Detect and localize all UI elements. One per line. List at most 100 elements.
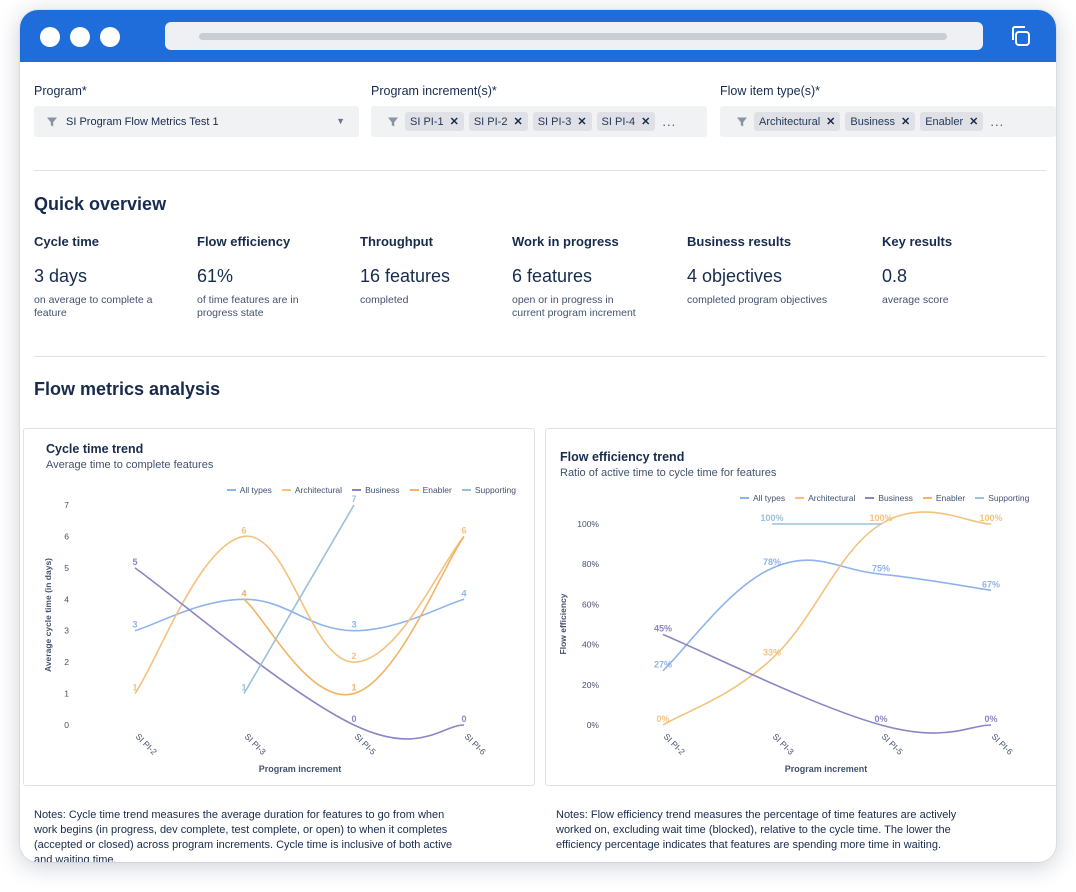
address-placeholder-line [199,33,947,40]
metric-label: Throughput [360,234,433,249]
y-tick-label: 3 [64,626,69,636]
x-tick-label: SI PI-3 [243,731,269,757]
data-label: 0% [874,714,887,724]
address-bar[interactable] [165,22,983,50]
window-minimize-dot[interactable] [70,27,90,47]
x-tick-label: SI PI-2 [662,731,688,757]
chart-title: Cycle time trend [46,442,144,456]
metric-business-results: Business results 4 objectives completed … [687,234,827,307]
metric-label: Work in progress [512,234,619,249]
program-select[interactable]: SI Program Flow Metrics Test 1 ▼ [34,106,359,137]
x-tick-label: SI PI-6 [463,731,489,757]
metric-description: open or in progress in current program in… [512,294,636,319]
metric-value: 0.8 [882,266,908,286]
y-tick-label: 60% [582,599,599,609]
data-label: 4 [241,588,246,598]
metric-label: Cycle time [34,234,100,249]
flow-efficiency-chart: 0% 20% 40% 60% 80% 100% SI PI-2 SI PI-3 SI PI-5 S… [558,511,1015,774]
legend-item-supporting[interactable]: Supporting [975,493,1029,503]
legend-item-business[interactable]: Business [352,485,400,495]
increment-chip[interactable]: SI PI-1 ✕ [405,112,464,131]
legend-item-enabler[interactable]: Enabler [922,493,965,503]
remove-chip-icon[interactable]: ✕ [901,116,911,128]
chart-subtitle: Average time to complete features [46,459,214,471]
divider [34,170,1046,171]
window-close-dot[interactable] [40,27,60,47]
data-label: 1 [351,683,356,693]
y-tick-label: 0% [587,720,600,730]
metric-description: average score [882,294,949,306]
more-chips-indicator[interactable]: ... [990,114,1005,129]
flow-type-chip[interactable]: Enabler ✕ [920,112,984,131]
legend-item-all-types[interactable]: All types [226,485,272,495]
data-label: 1 [241,683,246,693]
data-label: 100% [979,513,1002,523]
chart-subtitle: Ratio of active time to cycle time for f… [560,467,777,479]
y-tick-label: 2 [64,657,69,667]
metric-work-in-progress: Work in progress 6 features open or in p… [512,234,636,320]
series-line [134,535,465,695]
increment-chip[interactable]: SI PI-2 ✕ [468,112,528,131]
increment-select[interactable]: SI PI-1 ✕ SI PI-2 ✕ SI PI-3 ✕ SI PI-4 ✕ ... [371,106,707,137]
increment-filter-label: Program increment(s)* [371,84,497,98]
data-label: 6 [241,525,246,535]
flow-type-chip[interactable]: Architectural ✕ [754,112,841,131]
series-line [243,535,465,696]
y-tick-label: 40% [582,640,599,650]
metric-value: 4 objectives [687,266,783,286]
remove-chip-icon[interactable]: ✕ [641,116,651,128]
metric-description: completed program objectives [687,294,828,306]
legend-item-all-types[interactable]: All types [740,493,785,503]
flow-type-filter-label: Flow item type(s)* [720,84,821,98]
increment-chip[interactable]: SI PI-3 ✕ [532,112,592,131]
program-select-value: SI Program Flow Metrics Test 1 [66,115,219,128]
y-axis-label: Flow efficiency [558,593,568,654]
metric-label: Key results [882,234,953,249]
remove-chip-icon[interactable]: ✕ [513,116,523,128]
y-tick-label: 5 [64,563,69,573]
chart-legend: All types Architectural Business Enabler… [217,485,516,495]
y-tick-label: 6 [64,531,69,541]
legend-item-business[interactable]: Business [865,493,913,503]
data-label: 100% [869,513,892,523]
chip-label: SI PI-3 [537,115,572,128]
increment-chip[interactable]: SI PI-4 ✕ [596,112,656,131]
x-tick-label: SI PI-5 [353,731,379,757]
y-tick-label: 80% [582,559,599,569]
metric-description: on average to complete a feature [34,294,153,319]
metric-value: 6 features [512,266,593,286]
data-label: 75% [872,563,890,573]
chip-label: Enabler [925,115,964,128]
metric-value: 3 days [34,266,88,286]
y-tick-label: 4 [64,594,69,604]
window-maximize-dot[interactable] [100,27,120,47]
title-bar [20,10,1056,62]
legend-item-supporting[interactable]: Supporting [461,485,516,495]
remove-chip-icon[interactable]: ✕ [449,116,459,128]
copy-icon[interactable] [1008,23,1036,51]
remove-chip-icon[interactable]: ✕ [826,116,836,128]
y-tick-label: 1 [64,689,69,699]
flow-type-select[interactable]: Architectural ✕ Business ✕ Enabler ✕ ... [720,106,1056,137]
legend-item-architectural[interactable]: Architectural [281,485,342,495]
data-label: 3 [132,620,137,630]
browser-window: Program* SI Program Flow Metrics Test 1 … [20,10,1056,862]
series-line [662,633,992,734]
page-content: Program* SI Program Flow Metrics Test 1 … [20,62,1056,862]
y-tick-label: 0 [64,720,69,730]
flow-type-chip[interactable]: Business ✕ [845,112,916,131]
remove-chip-icon[interactable]: ✕ [969,116,979,128]
more-chips-indicator[interactable]: ... [662,114,677,129]
chip-label: SI PI-2 [473,115,508,128]
flow-efficiency-chart-card: Flow efficiency trend Ratio of active ti… [545,428,1056,786]
data-label: 4 [241,588,246,598]
quick-overview-title: Quick overview [34,194,167,214]
series-line [662,511,992,726]
data-label: 33% [763,648,781,658]
remove-chip-icon[interactable]: ✕ [577,116,587,128]
metric-label: Business results [687,234,792,249]
filter-icon [737,117,747,126]
series-line [243,504,355,694]
legend-item-architectural[interactable]: Architectural [795,493,855,503]
legend-item-enabler[interactable]: Enabler [409,485,452,495]
